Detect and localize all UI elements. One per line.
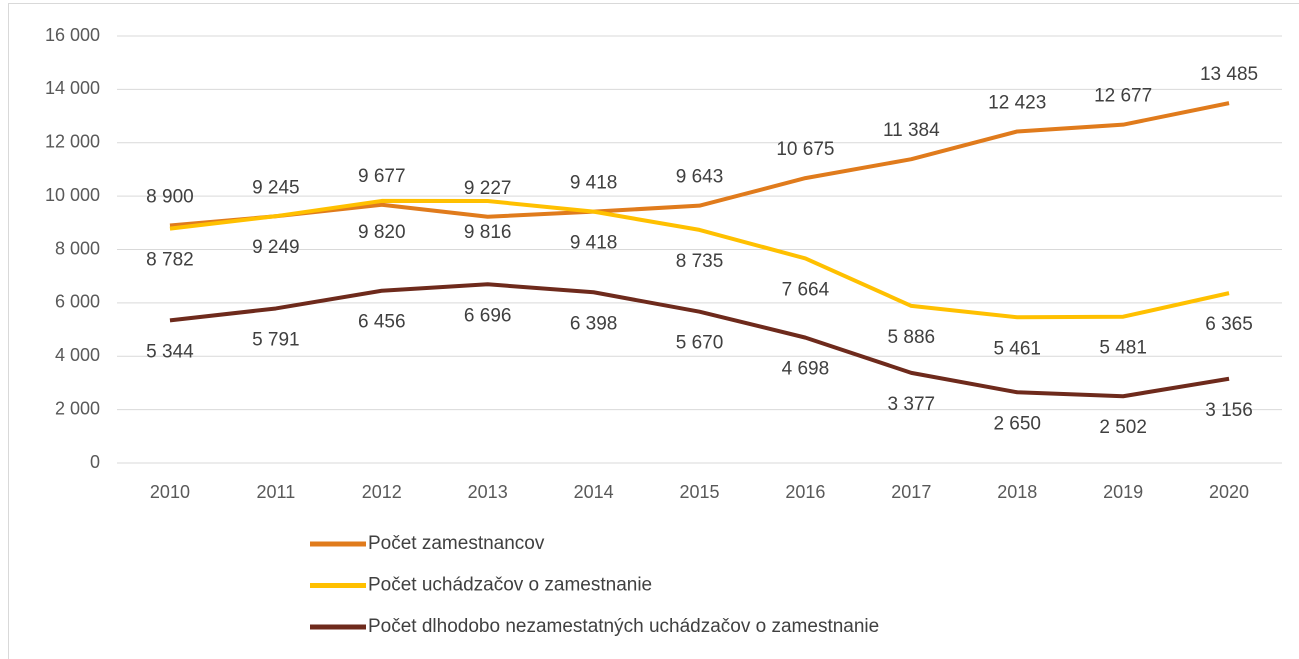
legend-label: Počet uchádzačov o zamestnanie xyxy=(368,575,652,596)
line-series xyxy=(169,101,1230,228)
x-tick-label: 2012 xyxy=(362,482,402,502)
data-label: 6 398 xyxy=(570,313,618,334)
data-label: 9 643 xyxy=(676,167,724,188)
data-label: 6 696 xyxy=(464,305,512,326)
y-tick-label: 16 000 xyxy=(45,25,100,45)
y-tick-label: 8 000 xyxy=(55,238,100,258)
data-label: 3 377 xyxy=(888,394,936,415)
data-label: 6 456 xyxy=(358,312,406,333)
data-label: 8 735 xyxy=(676,251,724,272)
data-label: 7 664 xyxy=(782,279,830,300)
data-label: 8 782 xyxy=(146,250,194,271)
data-label: 9 418 xyxy=(570,233,618,254)
chart-border xyxy=(8,3,1299,659)
data-label: 11 384 xyxy=(883,120,940,141)
data-label: 6 365 xyxy=(1205,314,1253,335)
x-tick-label: 2019 xyxy=(1103,482,1143,502)
x-tick-label: 2017 xyxy=(891,482,931,502)
y-tick-label: 0 xyxy=(90,452,100,472)
data-label: 9 418 xyxy=(570,173,618,194)
legend-label: Počet dlhodobo nezamestatných uchádzačov… xyxy=(368,616,879,637)
data-label: 9 245 xyxy=(252,177,300,198)
data-label: 5 886 xyxy=(888,327,936,348)
y-tick-label: 14 000 xyxy=(45,78,100,98)
data-label: 9 677 xyxy=(358,166,406,187)
x-tick-label: 2018 xyxy=(997,482,1037,502)
data-label: 10 675 xyxy=(776,139,834,160)
data-label: 9 820 xyxy=(358,222,406,243)
data-label: 5 670 xyxy=(676,333,724,354)
data-label: 9 816 xyxy=(464,222,512,243)
y-tick-label: 2 000 xyxy=(55,398,100,418)
x-tick-label: 2014 xyxy=(574,482,614,502)
y-tick-label: 6 000 xyxy=(55,292,100,312)
y-tick-label: 12 000 xyxy=(45,132,100,152)
data-label: 2 502 xyxy=(1099,417,1147,438)
line-series xyxy=(169,282,1230,399)
data-label: 5 461 xyxy=(993,338,1041,359)
data-label: 9 249 xyxy=(252,237,300,258)
data-label: 13 485 xyxy=(1200,64,1258,85)
line-series xyxy=(169,198,1230,320)
data-label: 8 900 xyxy=(146,186,194,207)
data-label: 3 156 xyxy=(1205,400,1253,421)
x-tick-label: 2011 xyxy=(257,482,296,502)
data-label: 5 344 xyxy=(146,341,194,362)
data-label: 12 677 xyxy=(1094,86,1152,107)
data-label: 5 791 xyxy=(252,329,300,350)
data-label: 4 698 xyxy=(782,359,830,380)
x-tick-label: 2020 xyxy=(1209,482,1249,502)
legend-label: Počet zamestnancov xyxy=(368,533,545,554)
data-label: 9 227 xyxy=(464,178,512,199)
x-tick-label: 2010 xyxy=(150,482,190,502)
y-tick-label: 10 000 xyxy=(45,185,100,205)
y-tick-label: 4 000 xyxy=(55,345,100,365)
x-tick-label: 2015 xyxy=(679,482,719,502)
data-label: 2 650 xyxy=(993,413,1041,434)
data-label: 5 481 xyxy=(1099,338,1147,359)
data-label: 12 423 xyxy=(988,92,1046,113)
x-tick-label: 2013 xyxy=(468,482,508,502)
x-tick-label: 2016 xyxy=(785,482,825,502)
